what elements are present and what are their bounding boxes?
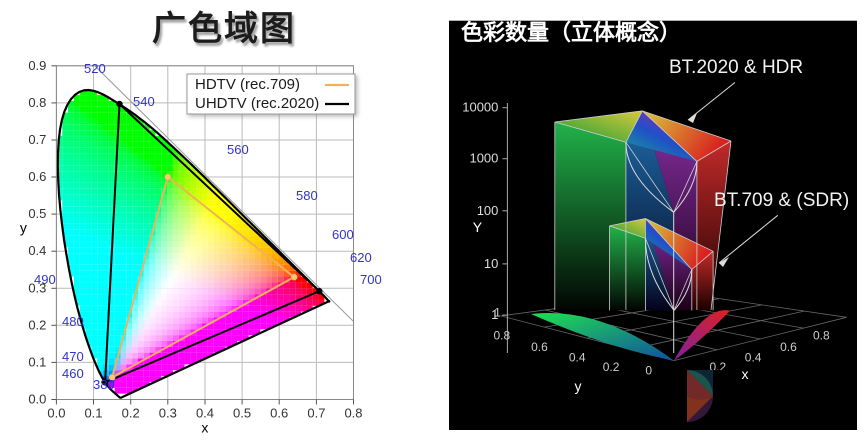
svg-text:HDTV (rec.709): HDTV (rec.709) [195, 76, 300, 93]
svg-text:色彩数量（立体概念）: 色彩数量（立体概念） [461, 20, 681, 45]
svg-text:0.1: 0.1 [84, 406, 102, 421]
svg-text:0.6: 0.6 [531, 340, 548, 354]
svg-text:480: 480 [62, 314, 84, 329]
svg-text:0.6: 0.6 [270, 406, 288, 421]
svg-text:0: 0 [645, 364, 652, 378]
svg-text:10: 10 [484, 256, 498, 271]
svg-text:BT.2020 & HDR: BT.2020 & HDR [669, 57, 803, 78]
svg-text:1000: 1000 [469, 151, 498, 166]
svg-text:620: 620 [350, 250, 372, 265]
svg-text:0.8: 0.8 [344, 406, 362, 421]
svg-text:100: 100 [477, 203, 499, 218]
svg-text:x: x [742, 366, 749, 382]
svg-text:0.4: 0.4 [569, 350, 586, 364]
svg-text:10000: 10000 [462, 100, 498, 115]
svg-text:0.5: 0.5 [233, 406, 251, 421]
svg-text:380: 380 [93, 377, 115, 392]
svg-text:0.2: 0.2 [28, 317, 46, 332]
svg-text:470: 470 [62, 349, 84, 364]
svg-text:Y: Y [473, 219, 483, 235]
svg-text:0.7: 0.7 [28, 132, 46, 147]
svg-text:0.2: 0.2 [122, 406, 140, 421]
svg-text:0.4: 0.4 [28, 243, 46, 258]
svg-text:0.4: 0.4 [745, 350, 762, 364]
svg-text:UHDTV (rec.2020): UHDTV (rec.2020) [195, 95, 319, 112]
svg-text:0.3: 0.3 [159, 406, 177, 421]
svg-text:0.8: 0.8 [494, 328, 511, 342]
svg-text:0.0: 0.0 [28, 392, 46, 407]
svg-text:0.8: 0.8 [813, 328, 830, 342]
svg-text:0.1: 0.1 [28, 354, 46, 369]
svg-text:0.5: 0.5 [28, 206, 46, 221]
svg-text:0.4: 0.4 [196, 406, 214, 421]
svg-text:y: y [20, 220, 27, 236]
svg-text:0.2: 0.2 [603, 360, 620, 374]
svg-text:0.9: 0.9 [28, 58, 46, 73]
svg-text:0.7: 0.7 [307, 406, 325, 421]
svg-text:700: 700 [360, 272, 382, 287]
svg-text:y: y [575, 378, 582, 394]
svg-text:0.8: 0.8 [28, 95, 46, 110]
svg-text:490: 490 [34, 272, 56, 287]
svg-text:0.6: 0.6 [28, 169, 46, 184]
svg-text:0.6: 0.6 [780, 340, 797, 354]
svg-text:520: 520 [84, 61, 106, 76]
svg-text:广色域图: 广色域图 [152, 10, 296, 48]
svg-text:1: 1 [494, 306, 501, 320]
svg-text:580: 580 [296, 188, 318, 203]
svg-text:600: 600 [332, 227, 354, 242]
svg-text:BT.709 & (SDR): BT.709 & (SDR) [714, 190, 849, 211]
svg-text:x: x [201, 420, 208, 436]
svg-text:540: 540 [133, 94, 155, 109]
svg-text:460: 460 [62, 366, 84, 381]
svg-text:0.0: 0.0 [47, 406, 65, 421]
svg-text:560: 560 [227, 142, 249, 157]
